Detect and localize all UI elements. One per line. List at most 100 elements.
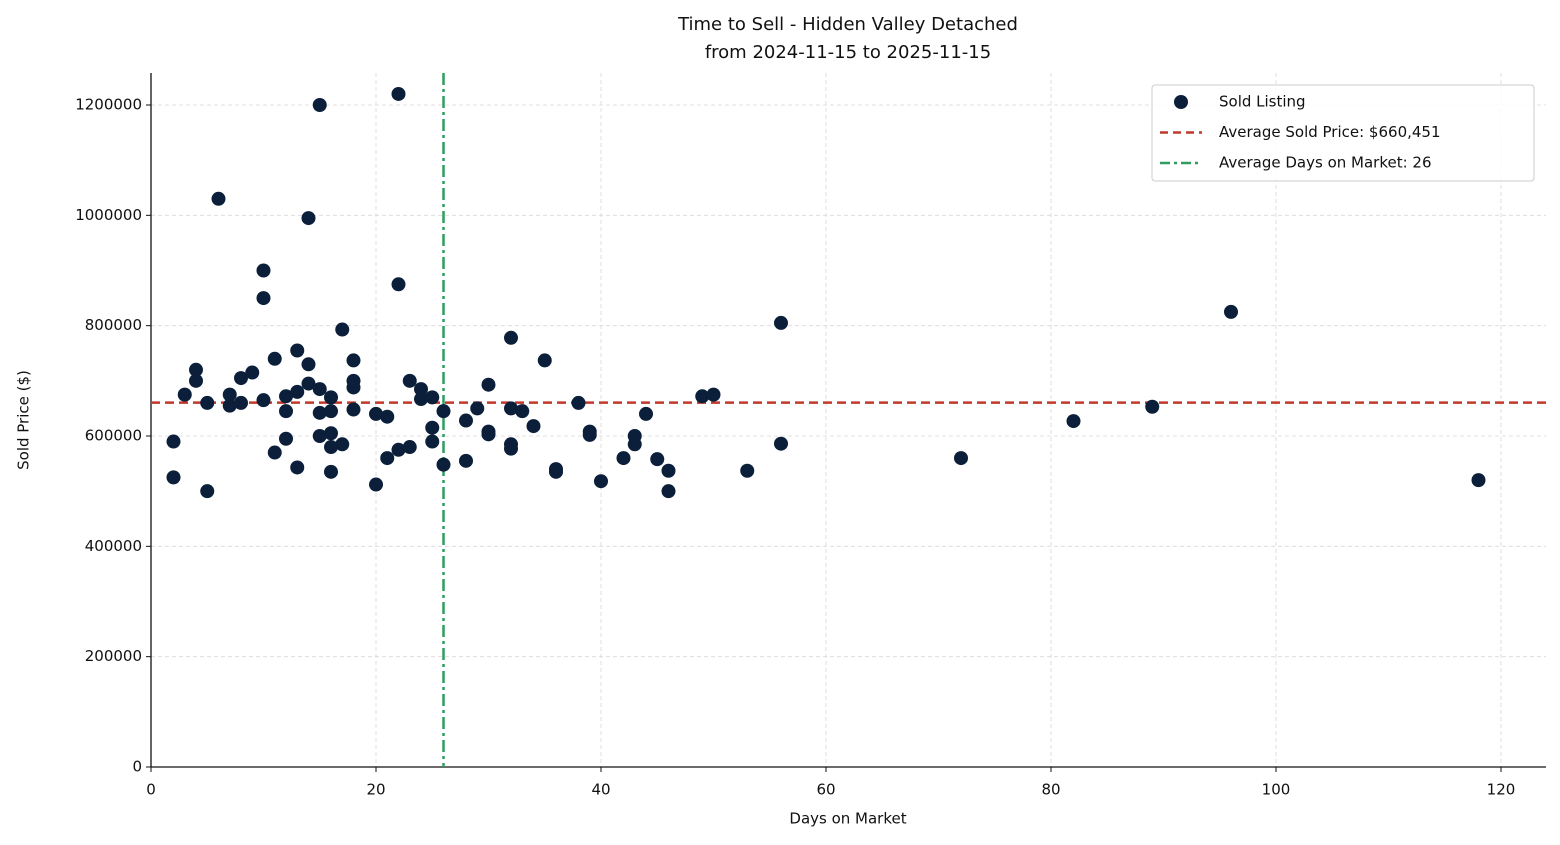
data-point [324,404,338,419]
data-point [402,440,417,455]
data-point [526,419,541,434]
data-point [189,373,203,388]
y-tick-label: 200000 [85,647,142,665]
y-tick-label: 0 [132,758,142,776]
data-point [414,392,428,407]
data-point [1066,414,1081,429]
data-point [380,451,395,466]
data-point [324,464,338,479]
data-point [695,389,710,404]
data-point [661,463,676,478]
data-point [166,434,181,449]
x-tick-label: 120 [1487,781,1516,799]
data-point [425,420,440,435]
data-point [222,387,237,402]
data-point [324,440,338,455]
chart-subtitle: from 2024-11-15 to 2025-11-15 [705,42,991,63]
data-point [369,406,383,421]
data-point [481,377,496,392]
data-point [290,343,305,358]
data-point [425,434,440,449]
data-point [414,382,428,397]
legend-label: Average Days on Market: 26 [1219,154,1432,172]
data-point [279,404,293,419]
data-point [594,474,608,489]
data-point [650,452,665,467]
data-point [279,389,293,404]
data-point [290,384,305,399]
legend-label: Sold Listing [1219,93,1306,111]
data-point [256,291,271,306]
data-point [324,426,338,441]
y-tick-label: 600000 [85,426,142,444]
x-axis-label: Days on Market [789,810,906,828]
data-point [256,263,271,278]
data-point [335,322,350,337]
data-point [549,464,563,479]
data-point [470,401,485,416]
data-point [515,404,530,419]
data-point [1224,304,1238,319]
y-tick-label: 1000000 [75,206,142,224]
x-tick-label: 60 [816,781,835,799]
legend-label: Average Sold Price: $660,451 [1219,123,1441,141]
data-point [324,390,338,405]
x-tick-label: 40 [591,781,610,799]
data-point [436,457,451,472]
legend-box [1151,84,1535,182]
data-point [740,463,755,478]
data-point [222,398,237,413]
data-point [301,376,316,391]
data-point [459,413,473,428]
data-point [436,404,451,419]
data-point [312,428,327,443]
data-point [582,427,597,442]
data-point [706,387,721,402]
data-point [301,211,316,226]
data-point [346,380,361,395]
data-point [200,484,215,499]
data-point [627,437,642,452]
data-point [774,436,788,451]
x-tick-label: 80 [1041,781,1060,799]
x-tick-label: 20 [366,781,385,799]
data-point [166,470,181,485]
data-point [290,460,305,475]
data-point [177,387,192,402]
data-point [402,373,417,388]
y-tick-label: 800000 [85,316,142,334]
data-point [267,351,282,366]
data-point [661,484,676,499]
y-tick-label: 400000 [85,537,142,555]
data-point [267,445,282,460]
data-point [391,442,406,457]
data-point [245,365,260,380]
data-point [391,86,406,101]
data-point [312,382,327,397]
data-point [459,453,473,468]
data-point [504,330,518,345]
data-point [504,401,518,416]
data-point [616,451,631,466]
data-point [1471,473,1486,488]
x-tick-label: 100 [1262,781,1291,799]
y-axis-label: Sold Price ($) [15,370,33,470]
data-point [380,409,395,424]
data-point [234,371,248,386]
legend-marker [1174,95,1188,109]
chart-title: Time to Sell - Hidden Valley Detached [677,14,1018,35]
data-point [234,395,248,410]
data-point [335,437,350,452]
data-point [774,315,788,330]
data-point [301,357,316,372]
data-point [312,405,327,420]
data-point [312,97,327,112]
data-point [504,441,518,456]
data-point [256,393,271,408]
data-point [211,191,226,206]
data-point [369,477,383,492]
data-point [571,395,586,410]
data-point [189,362,203,377]
